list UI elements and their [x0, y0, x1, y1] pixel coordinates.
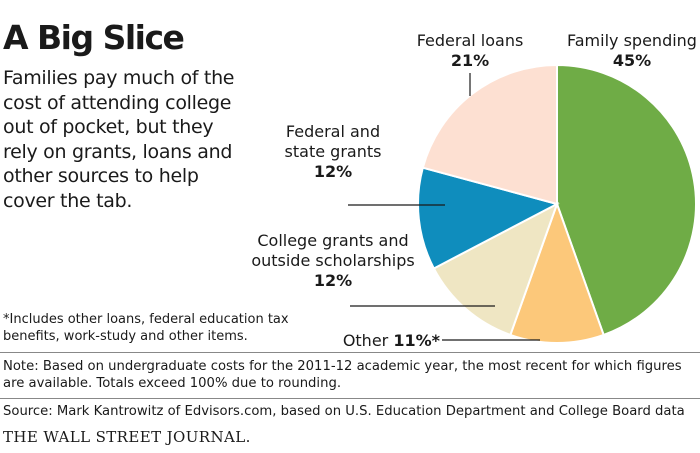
leader-lines	[348, 73, 540, 341]
pie-slice-federal-state-grants	[417, 166, 560, 270]
slice-label-family-spending: Family spending	[567, 31, 697, 50]
slice-label-college-grants: outside scholarships	[251, 251, 414, 270]
slice-value-federal-state-grants: 12%	[314, 162, 352, 181]
footnote: *Includes other loans, federal education…	[3, 312, 289, 344]
slice-label-college-grants: College grants and	[257, 231, 408, 250]
slice-label-federal-state-grants: state grants	[285, 142, 382, 161]
slice-value-college-grants: 12%	[314, 271, 352, 290]
divider	[0, 352, 700, 353]
slice-value-family-spending: 45%	[613, 51, 651, 70]
slice-value-federal-loans: 21%	[451, 51, 489, 70]
slice-label-federal-state-grants: Federal and	[286, 122, 380, 141]
source-text: Source: Mark Kantrowitz of Edvisors.com,…	[3, 404, 685, 419]
publisher-logo: THE WALL STREET JOURNAL.	[3, 428, 251, 446]
divider	[0, 398, 700, 399]
slice-label-federal-loans: Federal loans	[417, 31, 524, 50]
chart-title: A Big Slice	[3, 18, 185, 57]
pie-slice-federal-loans	[421, 63, 558, 206]
note-text: Note: Based on undergraduate costs for t…	[3, 359, 682, 391]
pie-slice-family-spending	[556, 63, 697, 337]
pie-slice-other	[509, 201, 605, 344]
slice-label-other: Other 11%*	[343, 331, 441, 350]
pie-slice-college-grants	[432, 201, 559, 337]
pie-slices	[417, 63, 697, 344]
chart-subtitle: Families pay much of the cost of attendi…	[3, 67, 235, 212]
